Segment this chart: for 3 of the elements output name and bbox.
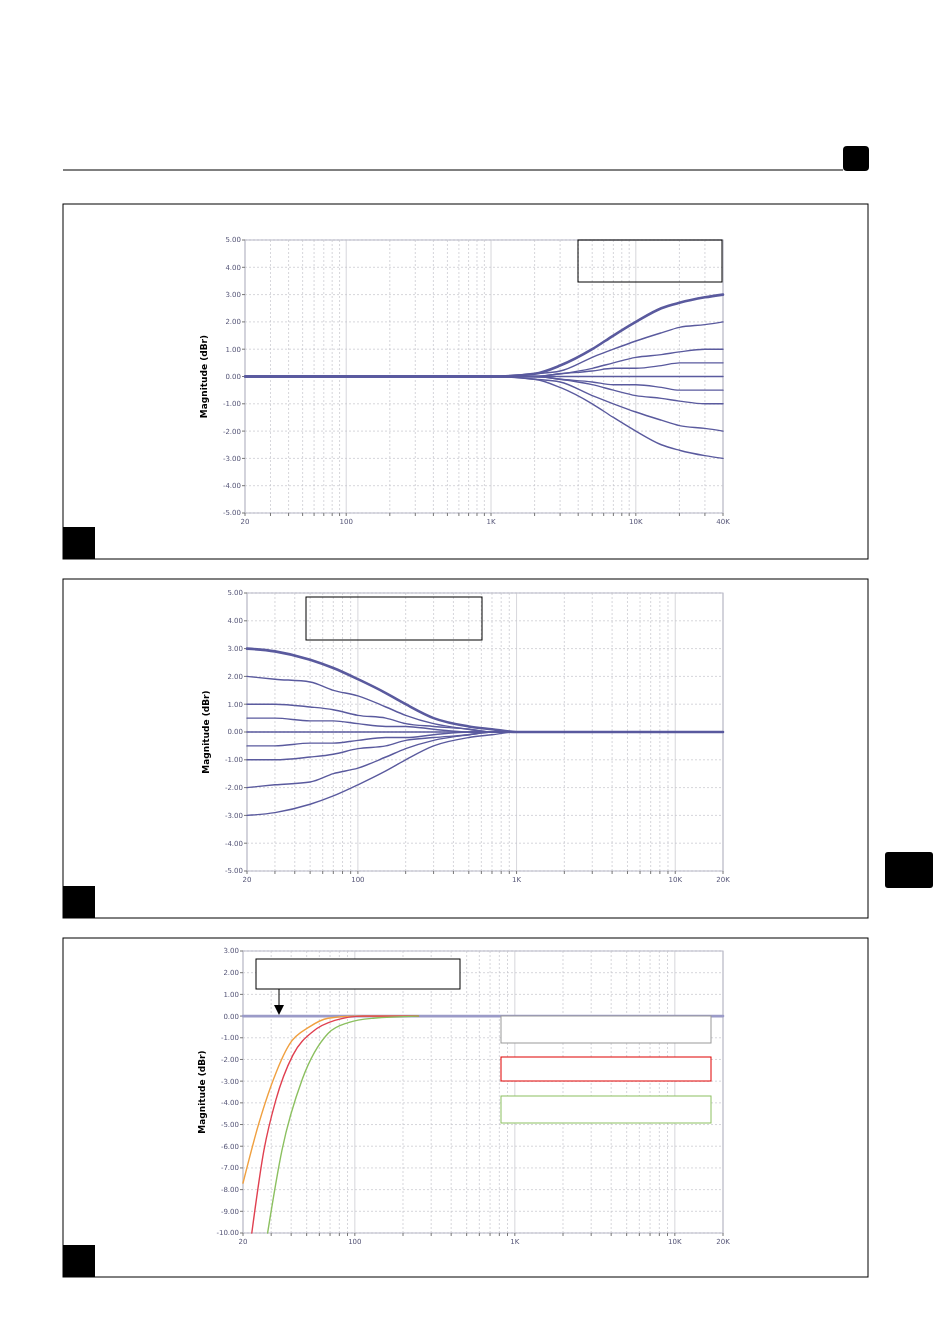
y-axis-title: Magnitude (dBr): [199, 334, 209, 419]
y-axis-title: Magnitude (dBr): [201, 690, 211, 774]
y-axis-title: Magnitude (dBr): [197, 1050, 207, 1134]
